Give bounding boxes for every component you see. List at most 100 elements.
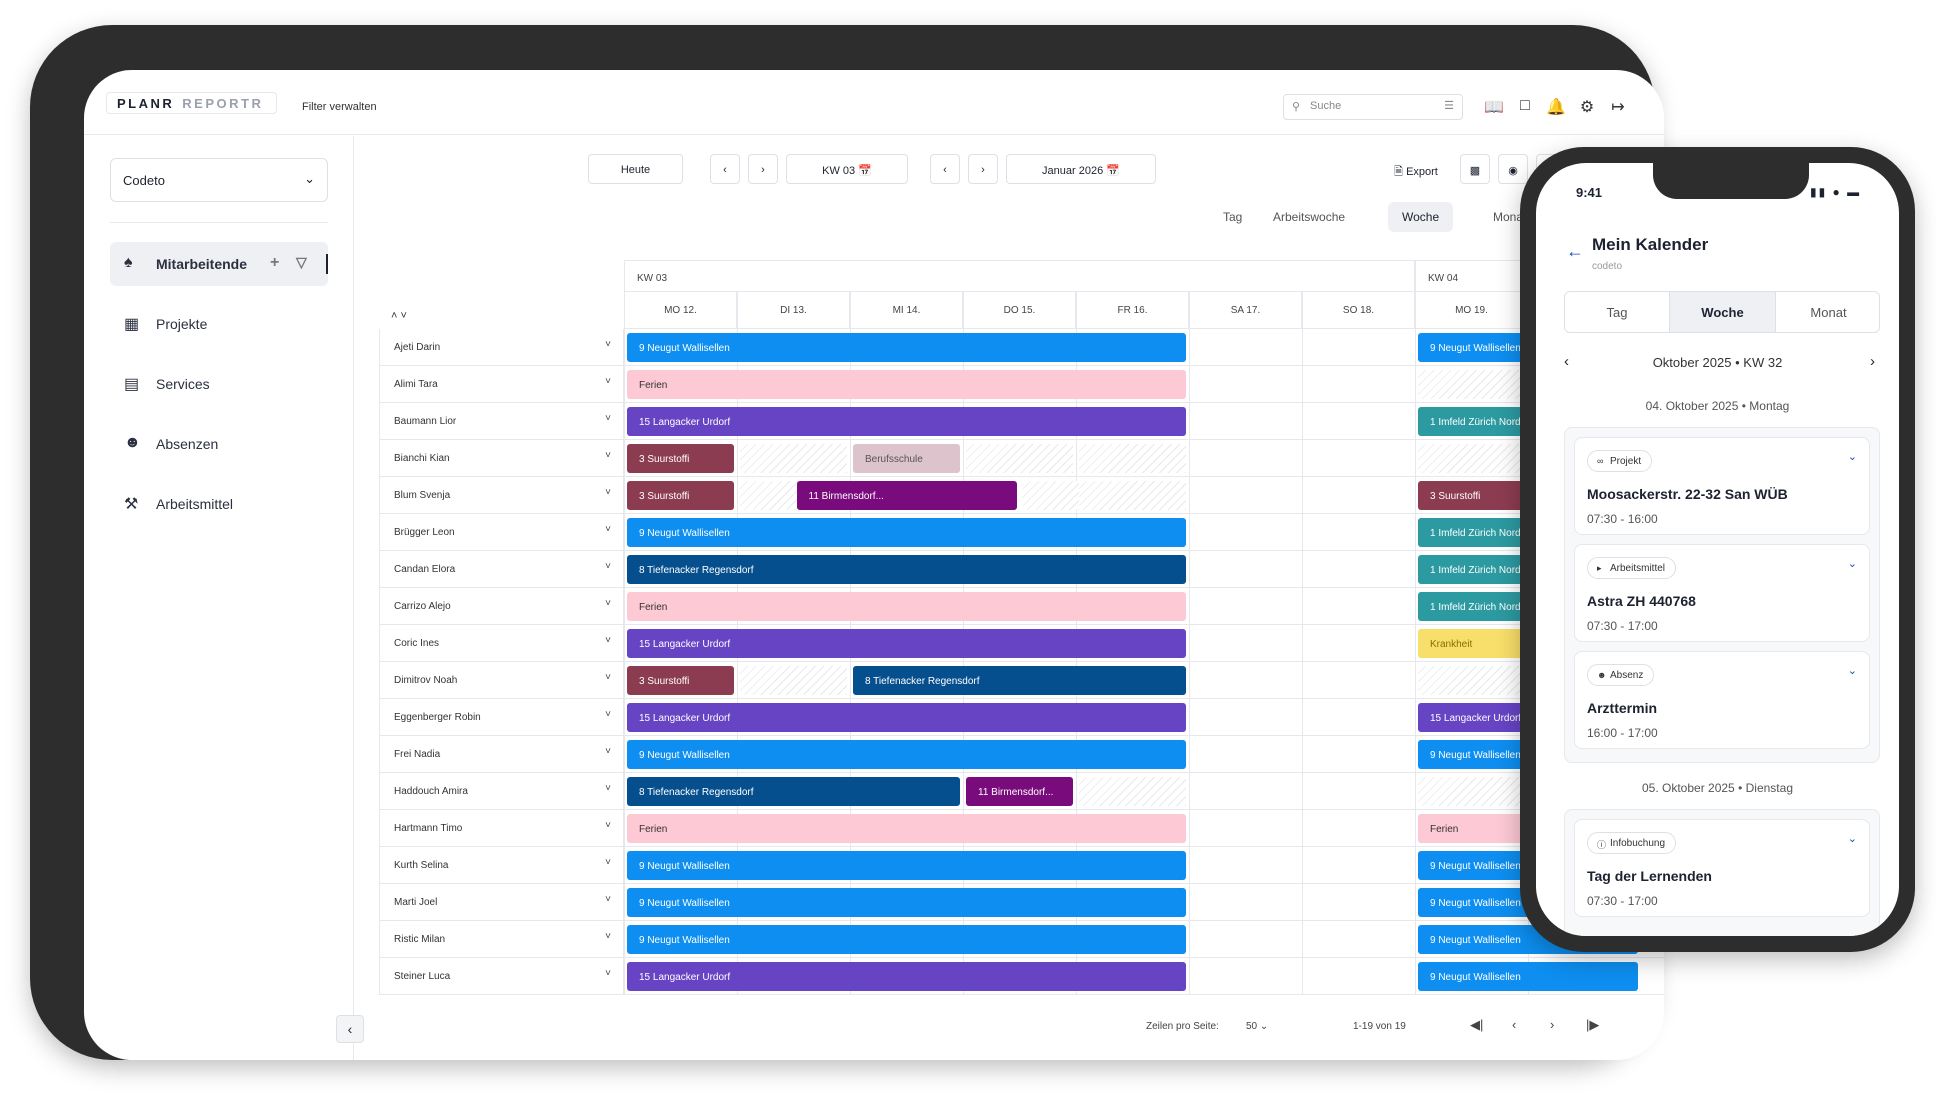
day-cell[interactable]	[850, 662, 963, 699]
chevron-down-icon[interactable]: ˅	[605, 931, 611, 942]
day-cell[interactable]	[1415, 884, 1528, 921]
day-cell[interactable]	[624, 440, 737, 477]
day-cell[interactable]	[624, 514, 737, 551]
day-cell[interactable]	[1415, 329, 1528, 366]
day-cell[interactable]	[624, 551, 737, 588]
day-cell[interactable]	[624, 625, 737, 662]
day-cell[interactable]	[1415, 662, 1528, 699]
day-cell[interactable]	[624, 329, 737, 366]
chevron-down-icon[interactable]: ˅	[605, 413, 611, 424]
employee-name[interactable]: Dimitrov Noah ˅	[379, 662, 624, 699]
day-cell[interactable]	[1302, 810, 1415, 847]
day-cell[interactable]	[1189, 329, 1302, 366]
day-cell[interactable]	[1302, 403, 1415, 440]
day-cell[interactable]	[850, 440, 963, 477]
filter-manage-link[interactable]: Filter verwalten	[302, 101, 377, 113]
day-cell[interactable]	[1415, 773, 1528, 810]
visibility-button[interactable]: ◉	[1498, 154, 1528, 184]
day-cell[interactable]	[624, 810, 737, 847]
day-cell[interactable]	[963, 773, 1076, 810]
app-logo[interactable]: PLANR REPORTR	[106, 92, 277, 114]
employee-name[interactable]: Steiner Luca ˅	[379, 958, 624, 995]
day-cell[interactable]	[624, 403, 737, 440]
day-cell[interactable]	[624, 847, 737, 884]
chevron-down-icon[interactable]: ˅	[605, 783, 611, 794]
event-block[interactable]: 8 Tiefenacker Regensdorf	[627, 777, 960, 806]
employee-name[interactable]: Carrizo Alejo ˅	[379, 588, 624, 625]
employee-name[interactable]: Marti Joel ˅	[379, 884, 624, 921]
day-cell[interactable]	[624, 477, 737, 514]
employee-name[interactable]: Blum Svenja ˅	[379, 477, 624, 514]
day-cell[interactable]	[624, 366, 737, 403]
chevron-down-icon[interactable]: ˅	[605, 487, 611, 498]
tab-arbeitswoche[interactable]: Arbeitswoche	[1273, 210, 1346, 224]
event-block[interactable]: 3 Suurstoffi	[627, 444, 734, 473]
event-block[interactable]: 15 Langacker Urdorf	[627, 703, 1186, 732]
day-cell[interactable]	[1415, 847, 1528, 884]
event-block[interactable]: 15 Langacker Urdorf	[627, 407, 1186, 436]
day-cell[interactable]	[1302, 551, 1415, 588]
chevron-down-icon[interactable]: ˅	[605, 376, 611, 387]
day-cell[interactable]	[1415, 366, 1528, 403]
tab-woche[interactable]: Woche	[1388, 202, 1454, 232]
day-cell[interactable]	[1415, 958, 1528, 995]
day-cell[interactable]	[624, 921, 737, 958]
event-block[interactable]: Ferien	[627, 814, 1186, 843]
phone-tab-woche[interactable]: Woche	[1670, 292, 1776, 332]
day-cell[interactable]	[1415, 588, 1528, 625]
event-block[interactable]: 8 Tiefenacker Regensdorf	[853, 666, 1186, 695]
day-cell[interactable]	[737, 662, 850, 699]
day-cell[interactable]	[1415, 699, 1528, 736]
day-cell[interactable]	[1189, 588, 1302, 625]
day-cell[interactable]	[1189, 366, 1302, 403]
filter-icon[interactable]: ▽	[296, 254, 307, 270]
chevron-down-icon[interactable]: ˅	[605, 857, 611, 868]
day-cell[interactable]	[1415, 625, 1528, 662]
chevron-down-icon[interactable]: ˅	[605, 524, 611, 535]
bell-icon[interactable]: 🔔	[1546, 99, 1566, 116]
employee-name[interactable]: Alimi Tara ˅	[379, 366, 624, 403]
event-block[interactable]: 15 Langacker Urdorf	[627, 962, 1186, 991]
day-cell[interactable]	[963, 440, 1076, 477]
chevron-down-icon[interactable]: ⌄	[1847, 451, 1857, 463]
sidebar-item-mitarbeitende[interactable]: ♠ Mitarbeitende + ▽	[110, 242, 328, 286]
day-cell[interactable]	[1189, 403, 1302, 440]
event-block[interactable]: 9 Neugut Wallisellen	[627, 888, 1186, 917]
book-icon[interactable]: 📖	[1484, 99, 1504, 116]
chevron-down-icon[interactable]: ˅	[605, 672, 611, 683]
employee-name[interactable]: Bianchi Kian ˅	[379, 440, 624, 477]
chevron-down-icon[interactable]: ˅	[605, 339, 611, 350]
day-cell[interactable]	[624, 662, 737, 699]
day-cell[interactable]	[1415, 810, 1528, 847]
chevron-down-icon[interactable]: ˅	[605, 709, 611, 720]
employee-name[interactable]: Baumann Lior ˅	[379, 403, 624, 440]
day-cell[interactable]	[1302, 921, 1415, 958]
chevron-down-icon[interactable]: ⌄	[1847, 665, 1857, 677]
chevron-down-icon[interactable]: ˅	[605, 561, 611, 572]
sort-arrows-icon[interactable]: ˄ ˅	[391, 310, 407, 322]
chevron-down-icon[interactable]: ⌄	[1847, 833, 1857, 845]
event-block[interactable]: 9 Neugut Wallisellen	[627, 740, 1186, 769]
day-cell[interactable]	[624, 699, 737, 736]
day-cell[interactable]	[1189, 847, 1302, 884]
day-cell[interactable]	[1415, 921, 1528, 958]
day-cell[interactable]	[1302, 366, 1415, 403]
day-cell[interactable]	[1415, 514, 1528, 551]
tab-monat[interactable]: Monat	[1493, 210, 1527, 224]
tab-tag[interactable]: Tag	[1223, 210, 1243, 224]
day-cell[interactable]	[1189, 514, 1302, 551]
event-block[interactable]: 9 Neugut Wallisellen	[627, 518, 1186, 547]
event-block[interactable]: 3 Suurstoffi	[627, 666, 734, 695]
chevron-down-icon[interactable]: ⌄	[1847, 558, 1857, 570]
day-cell[interactable]	[1415, 736, 1528, 773]
day-cell[interactable]	[1302, 440, 1415, 477]
employee-name[interactable]: Eggenberger Robin ˅	[379, 699, 624, 736]
day-cell[interactable]	[737, 477, 850, 514]
event-block[interactable]: 11 Birmensdorf...	[966, 777, 1073, 806]
day-cell[interactable]	[1189, 477, 1302, 514]
export-button[interactable]: 🗎 Export	[1384, 154, 1448, 184]
employee-name[interactable]: Candan Elora ˅	[379, 551, 624, 588]
event-block[interactable]: 15 Langacker Urdorf	[627, 629, 1186, 658]
day-cell[interactable]	[1189, 958, 1302, 995]
event-block[interactable]: 9 Neugut Wallisellen	[1418, 962, 1638, 991]
